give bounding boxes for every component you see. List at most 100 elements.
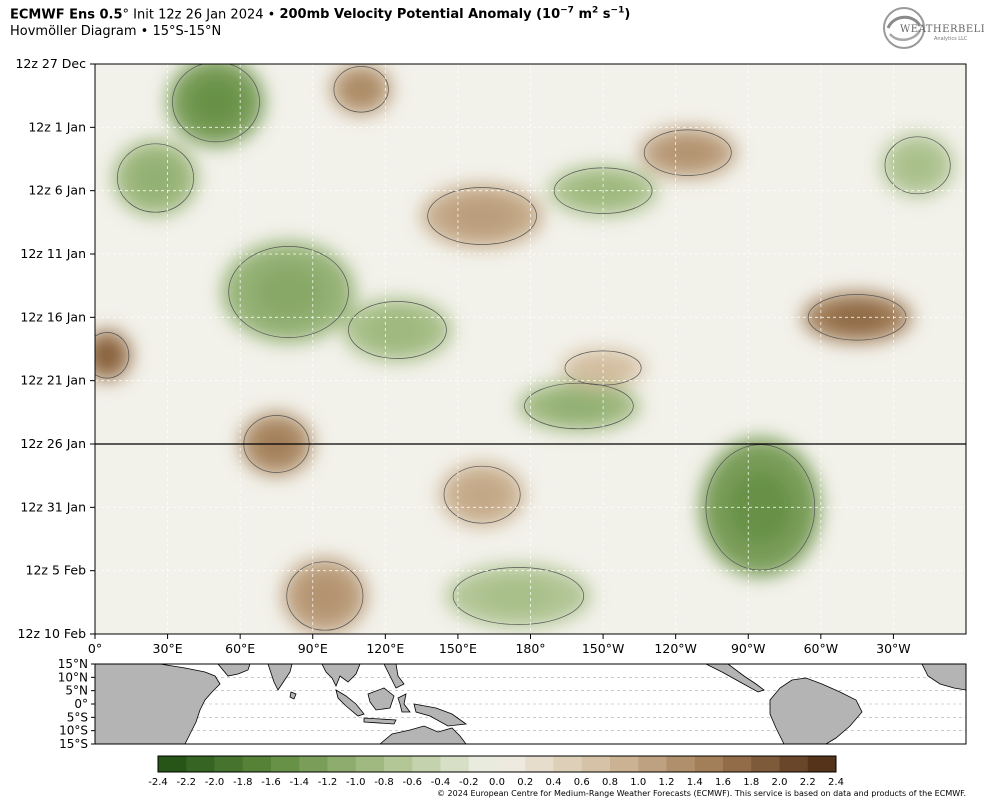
anomaly-core-9 — [448, 198, 516, 234]
x-tick-label-6: 180° — [515, 641, 545, 656]
chart-title: ECMWF Ens 0.5° Init 12z 26 Jan 2024 • 20… — [10, 6, 630, 22]
java-land — [363, 717, 397, 725]
unit-exp-3: −1 — [610, 6, 625, 16]
anomaly-core-16 — [579, 357, 627, 379]
colorbar-frame — [157, 755, 837, 773]
y-tick-label-1: 12z 1 Jan — [28, 119, 86, 134]
colorbar-label-6: -1.2 — [318, 777, 338, 788]
y-tick-label-4: 12z 16 Jan — [20, 309, 86, 324]
anomaly-core-0 — [189, 77, 243, 127]
sulawesi-land — [397, 693, 411, 713]
colorbar-label-13: 0.2 — [517, 777, 533, 788]
unit-exp-2: 2 — [592, 6, 599, 16]
colorbar-swatch-12 — [497, 756, 526, 772]
y-tick-label-7: 12z 31 Jan — [20, 499, 86, 514]
south-america-land — [769, 677, 863, 744]
contour-10 — [95, 332, 130, 379]
colorbar-label-17: 1.0 — [630, 777, 646, 788]
x-tick-label-2: 60°E — [225, 641, 255, 656]
unit-close: ) — [624, 7, 631, 23]
contour-15 — [443, 465, 521, 524]
colorbar-swatch-6 — [327, 756, 357, 772]
colorbar-label-3: -1.8 — [233, 777, 253, 788]
x-tick-label-9: 90°W — [731, 641, 766, 656]
colorbar-label-16: 0.8 — [602, 777, 618, 788]
colorbar-label-23: 2.2 — [800, 777, 816, 788]
colorbar-swatch-17 — [638, 756, 667, 772]
colorbar-label-5: -1.4 — [289, 777, 309, 788]
colorbar-label-10: -0.4 — [431, 777, 451, 788]
colorbar-swatch-5 — [299, 756, 328, 772]
y-tick-label-6: 12z 26 Jan — [20, 436, 86, 451]
field-label: 200mb Velocity Potential Anomaly (10 — [279, 7, 561, 23]
borneo-land — [367, 687, 395, 711]
x-tick-label-5: 150°E — [439, 641, 477, 656]
contour-9 — [427, 187, 537, 245]
colorbar-label-18: 1.2 — [659, 777, 675, 788]
weatherbell-logo: WEATHERBELL Analytics LLC — [876, 6, 984, 50]
sri-lanka-land — [289, 691, 297, 700]
india-land — [267, 664, 293, 691]
contour-6 — [452, 567, 585, 625]
colorbar-label-22: 2.0 — [772, 777, 788, 788]
contour-17 — [884, 136, 951, 195]
contour-4 — [524, 382, 634, 430]
x-tick-label-7: 150°W — [582, 641, 624, 656]
anomaly-blobs — [95, 64, 954, 634]
land-masses — [95, 664, 966, 744]
colorbar-label-14: 0.4 — [546, 777, 562, 788]
colorbar-label-2: -2.0 — [205, 777, 225, 788]
map-grid — [95, 677, 966, 731]
australia-land — [379, 725, 467, 744]
x-tick-label-3: 90°E — [298, 641, 328, 656]
logo-subtext: Analytics LLC — [934, 36, 968, 42]
y-axis: 12z 27 Dec 12z 1 Jan 12z 6 Jan 12z 11 Jan 12… — [15, 56, 95, 641]
colorbar-label-11: -0.2 — [459, 777, 479, 788]
colorbar-label-4: -1.6 — [261, 777, 281, 788]
lat-tick-label-0: 15°N — [58, 657, 88, 671]
colorbar-label-24: 2.4 — [828, 777, 844, 788]
x-tick-label-11: 30°W — [876, 641, 911, 656]
colorbar-swatch-9 — [412, 756, 441, 772]
anomaly-core-14 — [661, 138, 715, 167]
anomaly-core-8 — [344, 75, 378, 104]
field-name: 200mb Velocity Potential Anomaly (10−7 m… — [279, 6, 631, 23]
colorbar-label-20: 1.6 — [715, 777, 731, 788]
lat-tick-label-2: 5°N — [65, 684, 88, 698]
colorbar-label-19: 1.4 — [687, 777, 703, 788]
x-tick-label-0: 0° — [88, 641, 102, 656]
y-tick-label-2: 12z 6 Jan — [28, 183, 86, 198]
philippines-land — [383, 664, 405, 689]
chart-subtitle: Hovmöller Diagram • 15°S-15°N — [10, 24, 222, 39]
arabia-land — [217, 664, 251, 677]
colorbar-label-8: -0.8 — [374, 777, 394, 788]
lat-tick-label-4: 5°S — [67, 710, 88, 724]
lat-tick-label-1: 10°N — [58, 670, 88, 684]
colorbar-swatch-19 — [694, 756, 724, 772]
unit-s: s — [598, 7, 611, 23]
x-tick-label-4: 120°E — [366, 641, 404, 656]
contour-8 — [333, 66, 389, 113]
colorbar-swatch-13 — [525, 756, 554, 772]
anomaly-core-12 — [301, 575, 349, 617]
colorbar-swatch-15 — [581, 756, 611, 772]
degree-symbol: ° — [122, 7, 130, 23]
x-axis: 0° 30°E 60°E 90°E 120°E 150°E 180° 150°W 120°W 90… — [88, 634, 911, 656]
colorbar-swatch-4 — [271, 756, 300, 772]
x-tick-label-1: 30°E — [153, 641, 183, 656]
x-tick-label-8: 120°W — [654, 641, 696, 656]
unit-m: m — [573, 7, 593, 23]
colorbar-swatch-8 — [384, 756, 413, 772]
swirl-logo-icon — [883, 7, 925, 49]
colorbar-swatch-20 — [723, 756, 752, 772]
y-tick-label-5: 12z 21 Jan — [20, 373, 86, 388]
contour-2 — [228, 246, 349, 338]
colorbar-swatch-21 — [751, 756, 780, 772]
contour-16 — [564, 350, 642, 386]
colorbar-label-15: 0.6 — [574, 777, 590, 788]
grid-lines — [95, 64, 966, 634]
lat-tick-label-3: 0° — [74, 697, 88, 711]
map-lat-axis: 15°N10°N5°N0°5°S10°S15°S — [58, 657, 95, 751]
anomaly-core-2 — [251, 264, 326, 320]
